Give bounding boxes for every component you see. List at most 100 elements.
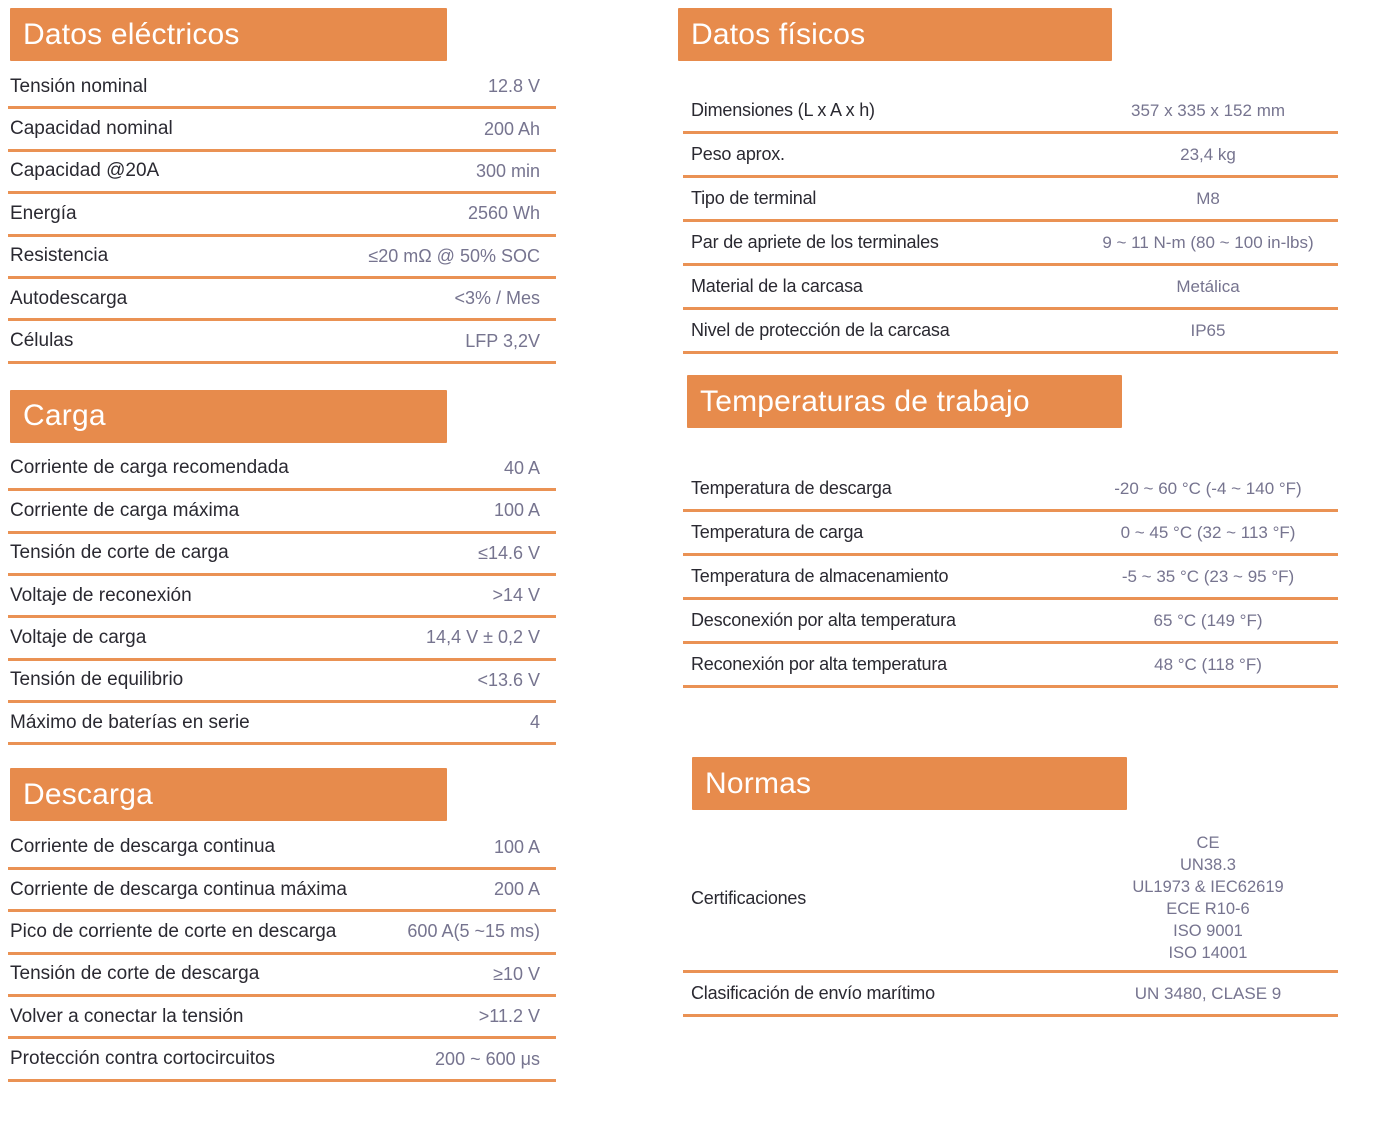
spec-row-autodescarga: Autodescarga <3% / Mes — [8, 279, 556, 322]
spec-rows: Temperatura de descarga -20 ~ 60 °C (-4 ~… — [678, 468, 1340, 688]
spec-value: Metálica — [1176, 276, 1240, 296]
spec-row-dimensiones-l-x-a-x-h: Dimensiones (L x A x h) 357 x 335 x 152 m… — [683, 90, 1338, 134]
spec-rows: Tensión nominal 12.8 V Capacidad nominal 20… — [0, 67, 560, 364]
spec-label: Temperatura de almacenamiento — [691, 566, 949, 586]
spec-value: 200 A — [493, 879, 540, 900]
spec-value: <13.6 V — [477, 669, 540, 690]
spec-row-temperatura-de-carga: Temperatura de carga 0 ~ 45 °C (32 ~ 113 … — [683, 512, 1338, 556]
spec-value: >11.2 V — [478, 1006, 540, 1027]
spec-row-tension-de-equilibrio: Tensión de equilibrio <13.6 V — [8, 661, 556, 704]
spec-rows: Dimensiones (L x A x h) 357 x 335 x 152 m… — [678, 90, 1340, 354]
spec-row-corriente-de-descarga-continua-maxima: Corriente de descarga continua máxima 200… — [8, 870, 556, 913]
spec-row-energia: Energía 2560 Wh — [8, 194, 556, 237]
spec-row-temperatura-de-almacenamiento: Temperatura de almacenamiento -5 ~ 35 °C … — [683, 556, 1338, 600]
spec-label: Células — [10, 330, 74, 352]
spec-value: 100 A — [493, 500, 540, 521]
spec-label: Material de la carcasa — [691, 276, 863, 296]
spec-label: Par de apriete de los terminales — [691, 232, 939, 252]
spec-row-tipo-de-terminal: Tipo de terminal M8 — [683, 178, 1338, 222]
spec-label: Pico de corriente de corte en descarga — [10, 920, 337, 942]
spec-value: 200 Ah — [483, 118, 540, 139]
spec-row-material-de-la-carcasa: Material de la carcasa Metálica — [683, 266, 1338, 310]
spec-label: Capacidad nominal — [10, 118, 173, 140]
spec-row-temperatura-de-descarga: Temperatura de descarga -20 ~ 60 °C (-4 ~… — [683, 468, 1338, 512]
spec-label: Autodescarga — [10, 287, 128, 309]
spec-row-peso-aprox: Peso aprox. 23,4 kg — [683, 134, 1338, 178]
spec-label: Corriente de descarga continua — [10, 836, 276, 858]
spec-label: Tensión nominal — [10, 75, 148, 97]
spec-label: Máximo de baterías en serie — [10, 711, 250, 733]
spec-label: Desconexión por alta temperatura — [691, 610, 956, 630]
section-descarga: Descarga Corriente de descarga continua 10… — [0, 768, 560, 1082]
spec-value: 48 °C (118 °F) — [1154, 654, 1262, 674]
spec-label: Corriente de descarga continua máxima — [10, 878, 347, 900]
spec-row-corriente-de-carga-maxima: Corriente de carga máxima 100 A — [8, 491, 556, 534]
spec-value: 14,4 V ± 0,2 V — [426, 627, 540, 648]
section-datos-electricos: Datos eléctricos Tensión nominal 12.8 V Cap… — [0, 8, 560, 364]
spec-rows: Corriente de carga recomendada 40 A Corrie… — [0, 449, 560, 746]
spec-row-voltaje-de-reconexion: Voltaje de reconexión >14 V — [8, 576, 556, 619]
spec-label: Resistencia — [10, 245, 109, 267]
spec-row-tension-nominal: Tensión nominal 12.8 V — [8, 67, 556, 110]
spec-value: ≤20 mΩ @ 50% SOC — [368, 245, 540, 266]
spec-value: CE UN38.3 UL1973 & IEC62619 ECE R10-6 IS… — [1132, 834, 1284, 962]
spec-label: Dimensiones (L x A x h) — [691, 100, 875, 120]
section-title-datos-fisicos: Datos físicos — [678, 8, 1112, 61]
spec-label: Peso aprox. — [691, 144, 785, 164]
spec-label: Voltaje de carga — [10, 626, 147, 648]
spec-value: 200 ~ 600 μs — [435, 1048, 540, 1069]
spec-row-maximo-de-baterias-en-serie: Máximo de baterías en serie 4 — [8, 703, 556, 746]
spec-value: ≥10 V — [493, 963, 540, 984]
spec-value: UN 3480, CLASE 9 — [1134, 983, 1282, 1003]
spec-value: -20 ~ 60 °C (-4 ~ 140 °F) — [1114, 478, 1302, 498]
spec-row-volver-a-conectar-la-tension: Volver a conectar la tensión >11.2 V — [8, 997, 556, 1040]
spec-row-nivel-de-proteccion-de-la-carcasa: Nivel de protección de la carcasa IP65 — [683, 310, 1338, 354]
spec-label: Protección contra cortocircuitos — [10, 1048, 276, 1070]
spec-label: Capacidad @20A — [10, 160, 160, 182]
spec-label: Energía — [10, 202, 77, 224]
section-title-carga: Carga — [10, 389, 447, 443]
spec-row-corriente-de-carga-recomendada: Corriente de carga recomendada 40 A — [8, 449, 556, 492]
spec-row-voltaje-de-carga: Voltaje de carga 14,4 V ± 0,2 V — [8, 618, 556, 661]
spec-label: Tensión de corte de carga — [10, 542, 229, 564]
spec-value: 300 min — [475, 160, 540, 181]
spec-value: 357 x 335 x 152 mm — [1130, 100, 1286, 120]
spec-value: 9 ~ 11 N-m (80 ~ 100 in-lbs) — [1102, 232, 1314, 252]
spec-value: 0 ~ 45 °C (32 ~ 113 °F) — [1120, 522, 1296, 542]
spec-value: M8 — [1196, 188, 1220, 208]
section-datos-fisicos: Datos físicos Dimensiones (L x A x h) 357 … — [678, 8, 1340, 354]
spec-row-desconexion-por-alta-temperatura: Desconexión por alta temperatura 65 °C (1… — [683, 600, 1338, 644]
spec-value: <3% / Mes — [454, 288, 540, 309]
spec-row-tension-de-corte-de-carga: Tensión de corte de carga ≤14.6 V — [8, 534, 556, 576]
spec-rows: Certificaciones CE UN38.3 UL1973 & IEC626… — [678, 824, 1340, 1017]
left-column: Datos eléctricos Tensión nominal 12.8 V Cap… — [0, 0, 560, 1082]
spec-row-proteccion-contra-cortocircuitos: Protección contra cortocircuitos 200 ~ 60… — [8, 1039, 556, 1082]
spec-value: 65 °C (149 °F) — [1153, 610, 1263, 630]
spec-row-certificaciones: Certificaciones CE UN38.3 UL1973 & IEC626… — [683, 824, 1338, 973]
right-column: Datos físicos Dimensiones (L x A x h) 357 … — [678, 0, 1340, 1017]
spec-value: 600 A(5 ~15 ms) — [407, 921, 540, 942]
spec-row-capacidad-nominal: Capacidad nominal 200 Ah — [8, 109, 556, 152]
spec-value: LFP 3,2V — [465, 330, 540, 351]
section-temperaturas-de-trabajo: Temperaturas de trabajo Temperatura de de… — [678, 375, 1340, 688]
spec-label: Tensión de equilibrio — [10, 669, 184, 691]
spec-row-capacidad-20a: Capacidad @20A 300 min — [8, 152, 556, 195]
spec-row-tension-de-corte-de-descarga: Tensión de corte de descarga ≥10 V — [8, 955, 556, 998]
section-title-datos-electricos: Datos eléctricos — [10, 8, 447, 61]
spec-value: 100 A — [493, 836, 540, 857]
spec-label: Corriente de carga recomendada — [10, 457, 289, 479]
spec-value: 2560 Wh — [467, 203, 540, 224]
spec-value: 23,4 kg — [1180, 144, 1236, 164]
spec-label: Voltaje de reconexión — [10, 584, 192, 606]
section-title-descarga: Descarga — [10, 768, 447, 822]
spec-row-corriente-de-descarga-continua: Corriente de descarga continua 100 A — [8, 827, 556, 870]
spec-value: 4 — [529, 712, 540, 733]
spec-label: Volver a conectar la tensión — [10, 1005, 244, 1027]
section-title-temperaturas-de-trabajo: Temperaturas de trabajo — [687, 375, 1122, 428]
spec-row-celulas: Células LFP 3,2V — [8, 321, 556, 364]
spec-value: 40 A — [503, 457, 540, 478]
spec-row-resistencia: Resistencia ≤20 mΩ @ 50% SOC — [8, 237, 556, 279]
spec-label: Tensión de corte de descarga — [10, 963, 260, 985]
spec-label: Reconexión por alta temperatura — [691, 654, 947, 674]
